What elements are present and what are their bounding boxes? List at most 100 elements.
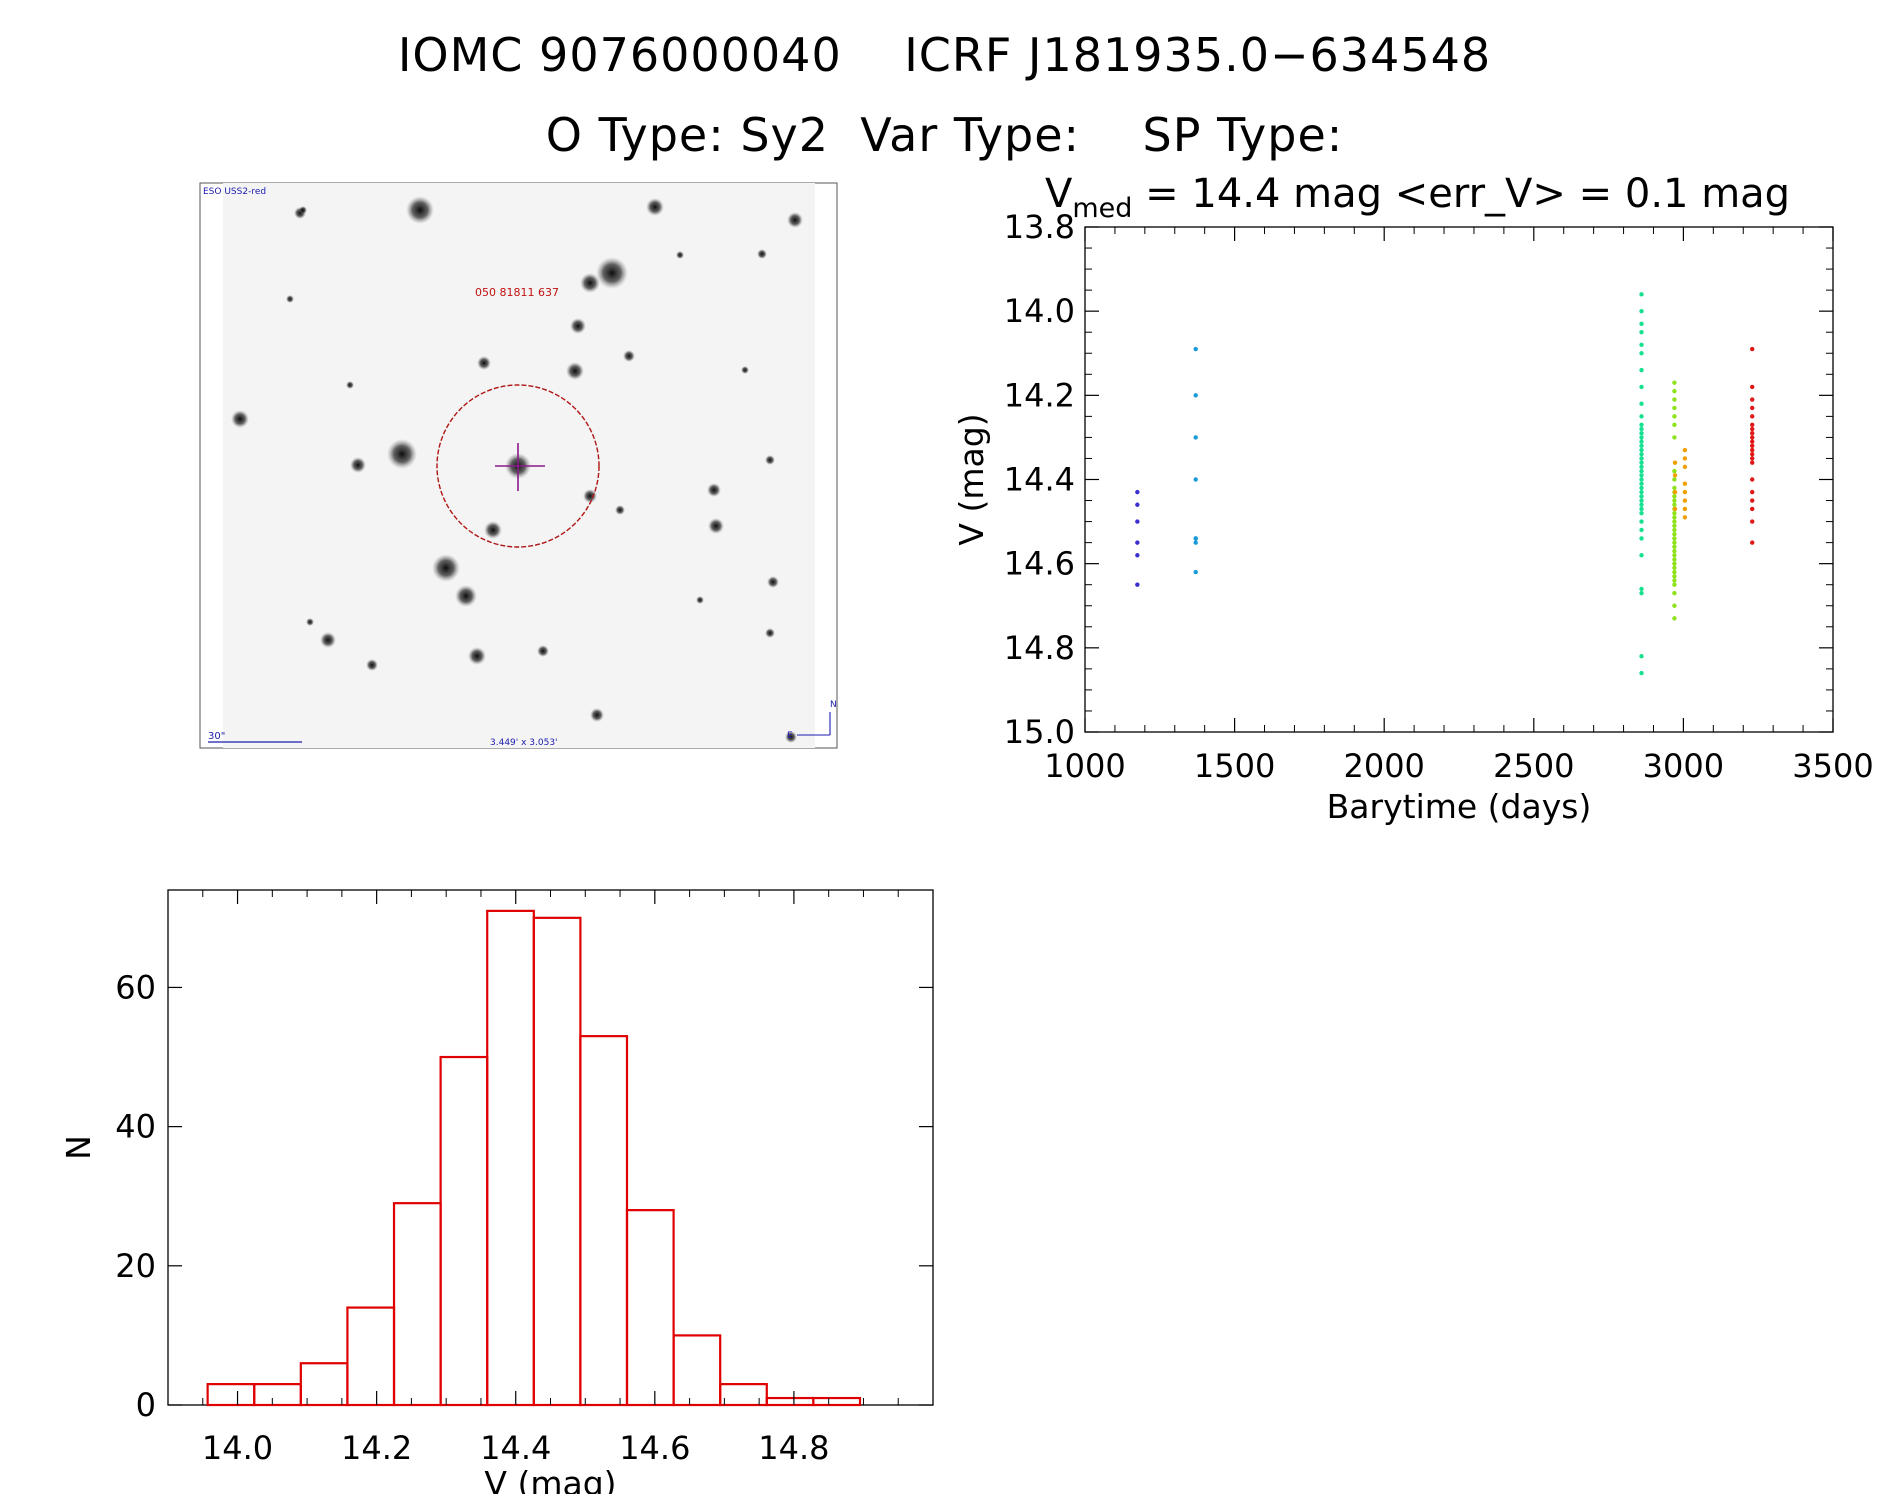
data-point <box>1672 519 1677 524</box>
data-point <box>1682 481 1688 486</box>
data-point <box>1135 519 1140 524</box>
data-point <box>1682 489 1688 495</box>
histogram-bar <box>532 916 582 1407</box>
histogram-bar <box>253 1383 302 1407</box>
data-point <box>1672 565 1677 571</box>
data-point <box>1193 393 1198 398</box>
data-point <box>1750 447 1755 453</box>
chart-title-line1: IOMC 9076000040 ICRF J181935.0−634548 <box>397 28 1492 82</box>
vmed-subscript: med <box>1072 193 1132 224</box>
data-point <box>1672 468 1677 474</box>
data-point <box>1672 494 1677 499</box>
data-point <box>1672 548 1677 554</box>
data-point <box>1672 540 1677 545</box>
data-point <box>1672 527 1677 533</box>
data-point <box>1672 553 1677 558</box>
data-point <box>1639 308 1644 314</box>
data-point <box>1682 515 1688 520</box>
data-point <box>1639 527 1644 533</box>
y-tick-label: 14.2 <box>1004 376 1075 414</box>
y-tick-label: 14.8 <box>1004 629 1075 667</box>
x-axis-label: V (mag) <box>484 1464 616 1494</box>
histogram-bar <box>299 1362 349 1407</box>
data-point <box>1193 569 1198 575</box>
data-point <box>1135 553 1140 558</box>
x-tick-label: 1500 <box>1194 747 1275 785</box>
histogram-bar <box>625 1209 675 1407</box>
data-point <box>1639 401 1644 406</box>
data-point <box>1682 498 1688 503</box>
data-point <box>1750 452 1755 457</box>
data-point <box>1672 506 1678 512</box>
data-point <box>1672 616 1677 621</box>
chart-title-line2: O Type: Sy2 Var Type: SP Type: <box>545 108 1344 162</box>
y-tick-label: 40 <box>115 1108 156 1146</box>
data-point <box>1639 468 1644 474</box>
data-point <box>1672 515 1677 520</box>
histogram-plot: 14.0 14.2 14.4 14.6 14.8 0 20 40 60 V (mag) N <box>59 889 934 1494</box>
data-point <box>1672 536 1677 541</box>
data-point <box>1750 405 1755 411</box>
data-point <box>1672 557 1677 562</box>
histogram-bar <box>719 1383 768 1407</box>
data-point <box>1135 489 1140 495</box>
data-point <box>1750 414 1755 419</box>
data-point <box>1682 464 1688 470</box>
data-point <box>1639 342 1644 348</box>
data-point <box>1639 330 1644 335</box>
data-point <box>1639 422 1644 427</box>
data-point <box>1750 422 1755 427</box>
histogram-bar <box>672 1334 722 1407</box>
data-point <box>1639 494 1644 499</box>
data-point <box>1750 477 1755 482</box>
data-point <box>1672 397 1677 402</box>
x-tick-label: 3500 <box>1792 747 1873 785</box>
data-point <box>1672 603 1677 608</box>
data-point <box>1639 439 1644 444</box>
lightcurve-header: Vmed = 14.4 mag <err_V> = 0.1 mag <box>1045 171 1790 224</box>
data-point <box>1672 569 1677 575</box>
data-point <box>1750 540 1755 545</box>
data-point <box>1750 460 1755 465</box>
data-point <box>1672 485 1677 491</box>
data-point <box>1672 477 1677 482</box>
data-point <box>1639 489 1644 495</box>
data-point <box>1672 561 1677 566</box>
histogram-bar <box>346 1306 396 1407</box>
y-axis-label: N <box>59 1135 98 1160</box>
histogram-bar <box>579 1035 629 1407</box>
data-point <box>1750 431 1755 436</box>
data-point <box>1639 654 1644 659</box>
data-point <box>1639 536 1644 541</box>
data-point <box>1672 523 1677 528</box>
vmed-rest: = 14.4 mag <err_V> = 0.1 mag <box>1132 171 1790 217</box>
y-tick-label: 14.4 <box>1004 461 1075 499</box>
data-point <box>1750 397 1755 402</box>
data-point <box>1639 384 1644 390</box>
data-point <box>1750 519 1755 524</box>
data-point <box>1672 532 1677 537</box>
data-point <box>1639 502 1644 507</box>
data-point <box>1750 439 1755 444</box>
data-point <box>1750 498 1755 503</box>
y-tick-label: 14.6 <box>1004 545 1075 583</box>
data-point <box>1135 502 1140 507</box>
data-point <box>1672 388 1677 394</box>
x-tick-label: 14.0 <box>202 1429 273 1467</box>
data-point <box>1672 502 1677 507</box>
data-point <box>1682 447 1688 453</box>
data-point <box>1672 498 1677 503</box>
data-point <box>1639 586 1644 592</box>
lightcurve-plot: 1000 1500 2000 2500 3000 3500 13.8 14.0 14.2 14.4… <box>952 208 1874 826</box>
data-point <box>1682 456 1688 461</box>
data-point <box>1639 477 1644 482</box>
data-point <box>1750 346 1755 352</box>
data-point <box>1193 540 1198 545</box>
x-axis-label: Barytime (days) <box>1327 787 1592 826</box>
data-point <box>1672 489 1678 495</box>
histogram-frame <box>167 889 934 1406</box>
y-tick-label: 0 <box>136 1386 156 1424</box>
x-tick-label: 14.6 <box>619 1429 690 1467</box>
